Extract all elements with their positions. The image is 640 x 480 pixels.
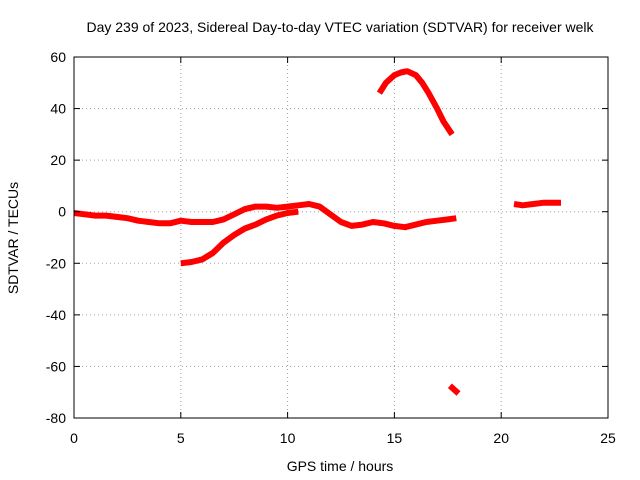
x-tick-label: 10 [280,430,296,446]
y-axis-label: SDTVAR / TECUs [5,182,21,294]
series-segment-main [73,201,457,231]
y-tick-label: 40 [50,101,66,117]
chart-title: Day 239 of 2023, Sidereal Day-to-day VTE… [86,19,594,35]
y-tick-label: -80 [46,410,66,426]
series-segment-arc [376,68,455,137]
x-tick-labels: 0 5 10 15 20 25 [70,430,616,446]
x-tick-label: 5 [177,430,185,446]
y-tick-label: -20 [46,255,66,271]
y-tick-label: 60 [50,49,66,65]
y-tick-label: 0 [58,204,66,220]
x-tick-label: 25 [600,430,616,446]
axis-ticks [73,56,609,419]
y-tick-label: -40 [46,307,66,323]
plot-frame [73,56,609,419]
x-tick-label: 0 [70,430,78,446]
y-tick-label: 20 [50,152,66,168]
grid-lines [74,57,608,418]
x-axis-label: GPS time / hours [287,458,394,474]
series-segment-outlier [447,383,461,396]
series-segment-late [513,199,561,209]
x-tick-label: 15 [387,430,403,446]
x-tick-label: 20 [493,430,509,446]
y-tick-label: -60 [46,358,66,374]
data-series [73,68,561,396]
y-tick-labels: -80 -60 -40 -20 0 20 40 60 [46,49,66,426]
series-segment-lower [180,208,299,267]
